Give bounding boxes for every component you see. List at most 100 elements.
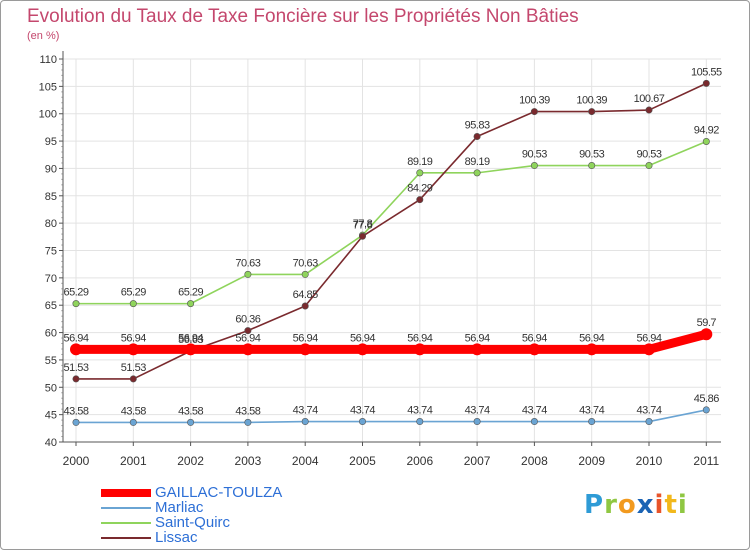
y-tick-label: 45 (45, 410, 57, 422)
series-point (702, 406, 710, 414)
series-point (187, 300, 195, 308)
x-tick-label: 2009 (578, 454, 605, 468)
series-point (645, 106, 653, 114)
legend-swatch (101, 521, 151, 524)
series-point (528, 343, 541, 356)
data-label: 89.19 (465, 156, 490, 168)
logo-letter: i (677, 490, 688, 520)
legend-swatch (101, 536, 151, 539)
x-tick-label: 2003 (235, 454, 262, 468)
data-label: 100.39 (576, 95, 607, 107)
series-point (72, 375, 80, 383)
y-tick-label: 55 (45, 355, 57, 367)
series-line-saint-quirc (75, 140, 708, 305)
series-point (70, 343, 82, 356)
series-point (358, 418, 366, 426)
series-point (127, 343, 140, 356)
logo-letter: i (654, 490, 665, 520)
y-tick-label: 100 (39, 109, 57, 121)
y-tick-label: 80 (45, 218, 57, 230)
data-label: 105.55 (691, 66, 722, 78)
x-tick-label: 2011 (693, 454, 719, 468)
logo-letter: o (617, 490, 637, 520)
series-point (244, 418, 252, 426)
data-label: 43.74 (522, 405, 547, 417)
series-point (184, 343, 197, 356)
series-point (72, 300, 80, 308)
series-point (700, 328, 713, 341)
data-label: 60.36 (235, 314, 260, 326)
series-point (530, 162, 538, 170)
x-tick-label: 2007 (464, 454, 491, 468)
data-label: 56.94 (178, 332, 203, 344)
data-label: 95.83 (465, 120, 490, 132)
data-label: 90.53 (636, 149, 661, 161)
series-point (702, 79, 710, 87)
series-point (129, 300, 137, 308)
series-point (301, 302, 309, 310)
data-label: 56.94 (235, 332, 260, 344)
data-label: 56.94 (407, 332, 432, 344)
series-point (187, 418, 195, 426)
data-label: 89.19 (407, 156, 432, 168)
y-tick-label: 60 (45, 328, 57, 340)
series-point (473, 169, 481, 177)
data-label: 70.63 (293, 257, 318, 269)
legend-item: Marliac (101, 500, 282, 515)
series-point (585, 343, 598, 356)
x-tick-label: 2004 (292, 454, 319, 468)
data-label: 100.39 (519, 95, 550, 107)
y-tick-label: 40 (45, 437, 57, 449)
data-label: 64.85 (293, 289, 318, 301)
y-tick-label: 65 (45, 300, 57, 312)
data-label: 43.74 (293, 405, 318, 417)
logo-letter: r (604, 490, 618, 520)
data-label: 65.29 (63, 287, 88, 299)
series-line-lissac (75, 82, 708, 380)
x-tick-label: 2000 (63, 454, 90, 468)
legend-item: Saint-Quirc (101, 515, 282, 530)
series-point (416, 196, 424, 204)
series-point (645, 418, 653, 426)
series-point (244, 270, 252, 278)
x-tick-label: 2008 (521, 454, 548, 468)
y-tick-label: 85 (45, 191, 57, 203)
series-point (473, 133, 481, 141)
data-label: 43.58 (63, 405, 88, 417)
x-tick-label: 2010 (636, 454, 663, 468)
legend-item: Lissac (101, 530, 282, 545)
data-label: 70.63 (235, 257, 260, 269)
series-point (301, 418, 309, 426)
data-label: 56.94 (350, 332, 375, 344)
x-tick-label: 2006 (406, 454, 433, 468)
legend-label: Marliac (155, 499, 204, 516)
data-label: 56.94 (121, 332, 146, 344)
series-point (413, 343, 426, 356)
data-label: 59.7 (697, 317, 717, 329)
data-label: 90.53 (579, 149, 604, 161)
series-point (416, 418, 424, 426)
series-point (588, 418, 596, 426)
series-line-gaillac-toulza (71, 329, 711, 354)
y-tick-label: 110 (39, 54, 57, 66)
series-point (645, 162, 653, 170)
data-label: 77.8 (353, 218, 373, 230)
series-point (416, 169, 424, 177)
data-label: 56.94 (636, 332, 661, 344)
data-label: 56.94 (293, 332, 318, 344)
series-point (702, 138, 710, 146)
x-tick-label: 2002 (177, 454, 204, 468)
data-label: 65.29 (178, 287, 203, 299)
y-tick-label: 50 (45, 382, 57, 394)
series-point (129, 418, 137, 426)
series-point (301, 270, 309, 278)
y-tick-label: 95 (45, 136, 57, 148)
data-label: 43.74 (465, 405, 490, 417)
series-point (530, 418, 538, 426)
data-label: 43.74 (636, 405, 661, 417)
series-point (299, 343, 312, 356)
data-label: 51.53 (63, 362, 88, 374)
data-label: 43.58 (178, 405, 203, 417)
series-point (129, 375, 137, 383)
